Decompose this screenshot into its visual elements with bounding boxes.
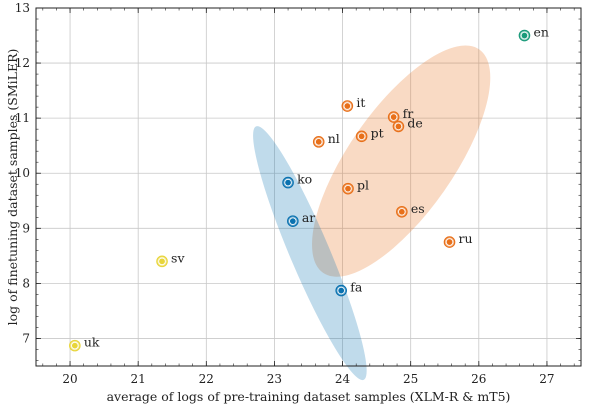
point-core bbox=[344, 184, 352, 193]
point-core bbox=[284, 178, 292, 187]
point-label-uk: uk bbox=[84, 335, 100, 350]
point-es bbox=[396, 205, 408, 218]
point-core bbox=[445, 238, 454, 246]
point-core bbox=[71, 341, 79, 350]
point-label-es: es bbox=[411, 201, 425, 216]
cluster-ellipse bbox=[253, 126, 367, 381]
point-en bbox=[518, 29, 531, 42]
x-tick-label: 21 bbox=[131, 372, 146, 386]
plot-frame bbox=[35, 7, 582, 367]
point-core bbox=[315, 138, 323, 146]
point-core bbox=[289, 217, 297, 225]
y-axis-label: log of finetuning dataset samples (SMiLE… bbox=[5, 49, 20, 326]
point-label-fr: fr bbox=[403, 106, 414, 121]
point-label-de: de bbox=[407, 115, 422, 130]
x-tick-label: 24 bbox=[335, 372, 351, 386]
point-core bbox=[394, 122, 403, 131]
point-label-ko: ko bbox=[297, 172, 312, 187]
x-tick-label: 25 bbox=[403, 372, 418, 386]
x-tick-label: 22 bbox=[199, 372, 214, 386]
y-tick-label: 12 bbox=[15, 56, 30, 70]
point-pl bbox=[342, 182, 354, 195]
y-tick-label: 9 bbox=[22, 221, 30, 235]
data-points bbox=[69, 29, 531, 352]
point-sv bbox=[156, 255, 168, 268]
point-core bbox=[158, 257, 166, 266]
x-axis-label: average of logs of pre-training dataset … bbox=[107, 389, 511, 404]
x-tick-label: 20 bbox=[62, 372, 77, 386]
cluster-ellipse bbox=[312, 45, 491, 277]
point-ru bbox=[443, 236, 456, 248]
y-tick-label: 13 bbox=[15, 1, 30, 15]
point-fr bbox=[387, 111, 400, 123]
point-it bbox=[341, 100, 354, 112]
y-tick-label: 7 bbox=[22, 331, 30, 345]
point-label-fa: fa bbox=[350, 280, 363, 295]
point-label-pl: pl bbox=[357, 178, 369, 193]
point-fa bbox=[335, 284, 347, 297]
x-tick-label: 26 bbox=[471, 372, 486, 386]
point-nl bbox=[312, 136, 325, 148]
point-label-ru: ru bbox=[459, 231, 473, 246]
point-core bbox=[398, 208, 406, 216]
point-label-ar: ar bbox=[302, 210, 315, 225]
point-core bbox=[520, 31, 529, 40]
cluster-ellipses bbox=[253, 45, 491, 381]
point-ar bbox=[287, 215, 299, 227]
point-ko bbox=[282, 176, 294, 189]
point-core bbox=[389, 113, 398, 121]
grid bbox=[36, 7, 581, 366]
axis-ticks: 20 21 22 23 24 25 26 27 7 8 9 10 11 12 13 bbox=[15, 1, 581, 386]
point-uk bbox=[69, 339, 81, 352]
x-tick-label: 23 bbox=[267, 372, 282, 386]
point-core bbox=[337, 286, 345, 295]
point-core bbox=[343, 102, 352, 110]
point-core bbox=[357, 132, 366, 141]
point-label-it: it bbox=[356, 95, 365, 110]
point-label-en: en bbox=[533, 25, 548, 40]
y-tick-label: 10 bbox=[15, 166, 30, 180]
point-label-sv: sv bbox=[171, 250, 185, 265]
point-label-nl: nl bbox=[328, 131, 340, 146]
point-label-pt: pt bbox=[371, 125, 384, 140]
x-tick-label: 27 bbox=[539, 372, 554, 386]
point-pt bbox=[355, 130, 368, 143]
point-de bbox=[392, 120, 405, 133]
y-tick-label: 11 bbox=[15, 111, 30, 125]
y-tick-label: 8 bbox=[22, 276, 30, 290]
